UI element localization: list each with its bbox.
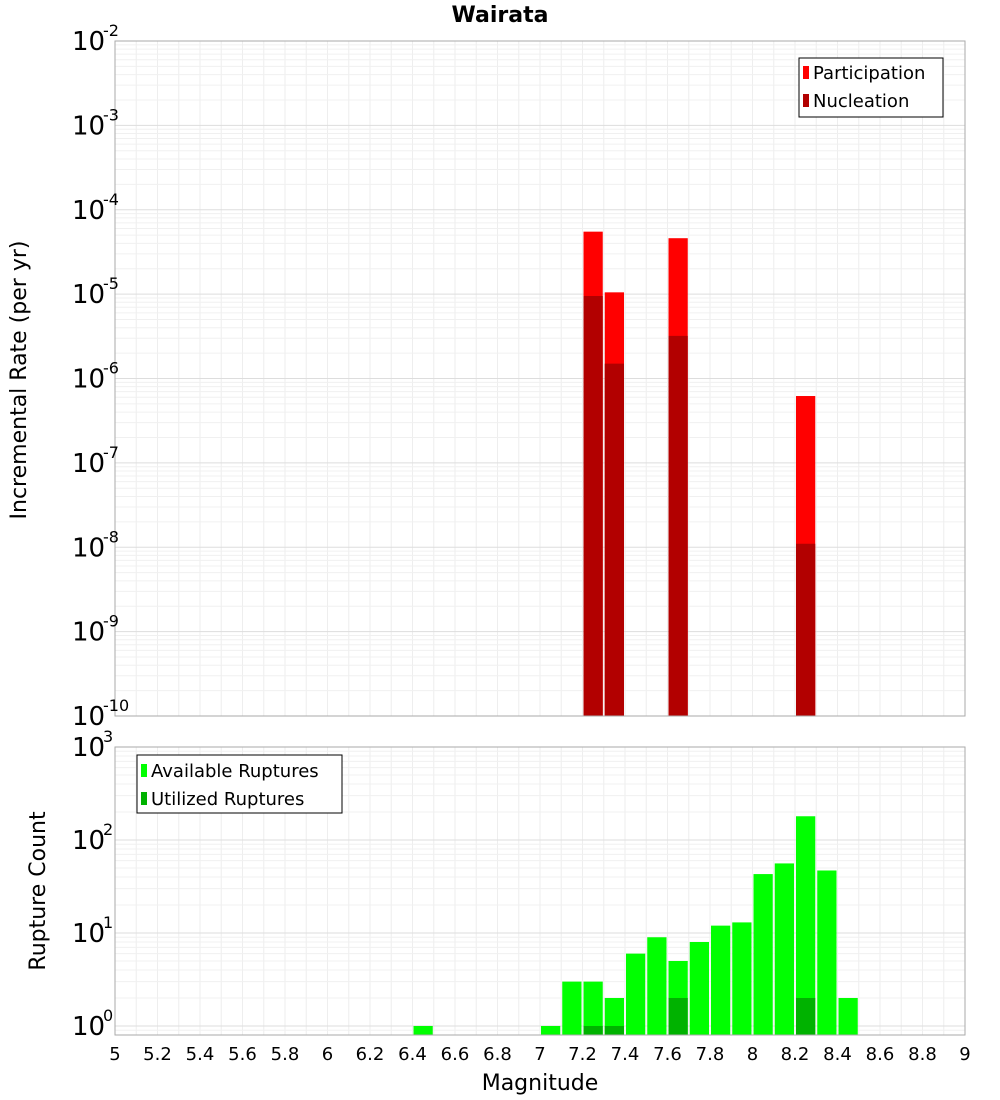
x-tick-label: 9 <box>959 1044 970 1065</box>
top-series2-bar <box>668 335 688 716</box>
top-y-tick-exponent: -6 <box>103 359 119 378</box>
bottom-plot-border <box>114 746 966 1036</box>
top-plot-border <box>114 40 966 717</box>
top-y-tick-exponent: -9 <box>103 612 119 631</box>
utilized-legend-label: Utilized Ruptures <box>151 789 304 810</box>
top-y-tick-exponent: -10 <box>103 696 129 715</box>
x-tick-label: 7.6 <box>653 1044 682 1065</box>
top-y-tick-base: 10 <box>72 702 105 732</box>
x-tick-label: 8.4 <box>823 1044 852 1065</box>
top-y-tick-base: 10 <box>72 618 105 648</box>
top-y-tick-exponent: -2 <box>103 21 119 40</box>
x-tick-label: 7.4 <box>611 1044 640 1065</box>
top-y-axis-label: Incremental Rate (per yr) <box>7 241 32 520</box>
x-tick-label: 7 <box>534 1044 545 1065</box>
bottom-series1-bar <box>838 997 858 1035</box>
x-tick-label: 6.4 <box>398 1044 427 1065</box>
top-series2-bar <box>604 363 624 716</box>
bottom-series1-bar <box>732 922 752 1035</box>
x-tick-label: 8.6 <box>866 1044 895 1065</box>
bottom-series1-bar <box>647 937 667 1035</box>
available-legend-label: Available Ruptures <box>151 761 319 782</box>
nucleation-legend-swatch <box>803 94 809 107</box>
bottom-bars <box>413 816 858 1035</box>
x-tick-label: 5.2 <box>143 1044 172 1065</box>
x-tick-label: 8.8 <box>908 1044 937 1065</box>
top-y-tick-base: 10 <box>72 449 105 479</box>
x-tick-label: 7.8 <box>696 1044 725 1065</box>
chart-title: Wairata <box>452 3 549 28</box>
bottom-y-tick-exponent: 2 <box>103 820 113 839</box>
nucleation-legend-label: Nucleation <box>813 91 909 112</box>
bottom-series1-bar <box>583 981 603 1035</box>
top-y-tick-exponent: -7 <box>103 443 119 462</box>
participation-legend-label: Participation <box>813 63 925 84</box>
bottom-series1-bar <box>817 870 837 1035</box>
top-gridlines <box>115 41 965 716</box>
bottom-series2-bar <box>604 1025 624 1035</box>
bottom-y-tick-exponent: 3 <box>103 727 113 746</box>
top-y-tick-exponent: -5 <box>103 274 119 293</box>
top-bars <box>583 231 816 716</box>
utilized-legend-swatch <box>141 792 147 805</box>
bottom-series1-bar <box>604 997 624 1035</box>
bottom-legend-box <box>136 754 343 814</box>
top-y-tick-base: 10 <box>72 365 105 395</box>
top-y-tick-base: 10 <box>72 111 105 141</box>
bottom-series1-bar <box>753 874 773 1035</box>
x-tick-label: 5.6 <box>228 1044 257 1065</box>
participation-legend-swatch <box>803 66 809 79</box>
top-legend: Participation Nucleation <box>798 57 944 118</box>
bottom-series1-bar <box>796 816 816 1035</box>
top-y-tick-base: 10 <box>72 196 105 226</box>
x-tick-label: 6.6 <box>441 1044 470 1065</box>
top-legend-box <box>798 57 944 118</box>
top-y-tick-exponent: -3 <box>103 105 119 124</box>
bottom-series1-bar <box>541 1025 561 1035</box>
bottom-y-tick-base: 10 <box>72 919 105 949</box>
top-y-tick-exponent: -4 <box>103 190 119 209</box>
top-y-tick-base: 10 <box>72 533 105 563</box>
bottom-series1-bar <box>711 925 731 1035</box>
bottom-y-tick-base: 10 <box>72 733 105 763</box>
bottom-series2-bar <box>583 1025 603 1035</box>
bottom-series1-bar <box>689 942 709 1035</box>
x-tick-labels: 5 5.2 5.4 5.6 5.8 6 6.2 6.4 6.6 6.8 7 7.2 7.4 7.6 7.8 8… <box>109 1044 970 1065</box>
top-y-tick-base: 10 <box>72 280 105 310</box>
bottom-y-tick-base: 10 <box>72 826 105 856</box>
x-tick-label: 6.8 <box>483 1044 512 1065</box>
bottom-y-axis-label: Rupture Count <box>26 811 51 971</box>
top-series2-bar <box>583 296 603 716</box>
x-tick-label: 8 <box>747 1044 758 1065</box>
bottom-series2-bar <box>796 997 816 1035</box>
bottom-series1-bar <box>626 953 646 1035</box>
available-legend-swatch <box>141 764 147 777</box>
x-tick-label: 5.8 <box>271 1044 300 1065</box>
x-tick-label: 5.4 <box>186 1044 215 1065</box>
top-y-tick-exponent: -8 <box>103 527 119 546</box>
bottom-legend: Available Ruptures Utilized Ruptures <box>136 754 343 814</box>
top-series2-bar <box>796 543 816 716</box>
x-tick-label: 5 <box>109 1044 120 1065</box>
x-axis-label: Magnitude <box>482 1071 599 1096</box>
bottom-series1-bar <box>774 863 794 1035</box>
bottom-y-tick-exponent: 1 <box>103 913 113 932</box>
bottom-y-tick-base: 10 <box>72 1012 105 1042</box>
bottom-y-tick-exponent: 0 <box>103 1006 113 1025</box>
x-tick-label: 7.2 <box>568 1044 597 1065</box>
bottom-series1-bar <box>562 981 582 1035</box>
bottom-series2-bar <box>668 997 688 1035</box>
top-y-tick-base: 10 <box>72 27 105 57</box>
bottom-series1-bar <box>413 1025 433 1035</box>
x-tick-label: 8.2 <box>781 1044 810 1065</box>
x-tick-label: 6.2 <box>356 1044 385 1065</box>
x-tick-label: 6 <box>322 1044 333 1065</box>
